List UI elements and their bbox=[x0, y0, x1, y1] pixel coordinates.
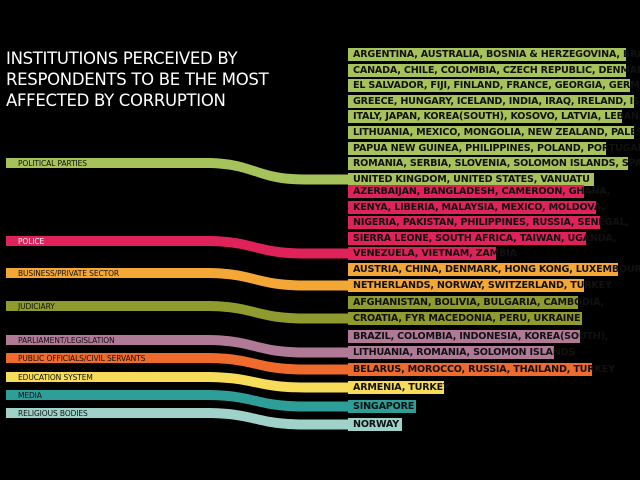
country-line-political-parties: GREECE, HUNGARY, ICELAND, INDIA, IRAQ, I… bbox=[348, 95, 640, 108]
institution-label-police: POLICE bbox=[6, 236, 186, 246]
flow-band-education-system bbox=[172, 372, 350, 393]
country-line-political-parties: ARGENTINA, AUSTRALIA, BOSNIA & HERZEGOVI… bbox=[348, 48, 640, 61]
flow-band-business-private-sector bbox=[172, 268, 350, 291]
diagram-title: INSTITUTIONS PERCEIVED BY RESPONDENTS TO… bbox=[6, 48, 306, 111]
country-line-judiciary: AFGHANISTAN, BOLIVIA, BULGARIA, CAMBODIA… bbox=[348, 296, 604, 309]
country-line-political-parties: ROMANIA, SERBIA, SLOVENIA, SOLOMON ISLAN… bbox=[348, 157, 640, 170]
country-line-political-parties: CANADA, CHILE, COLOMBIA, CZECH REPUBLIC,… bbox=[348, 64, 640, 77]
institution-label-parliament-legislation: PARLIAMENT/LEGISLATION bbox=[6, 335, 186, 345]
country-line-political-parties: EL SALVADOR, FIJI, FINLAND, FRANCE, GEOR… bbox=[348, 79, 640, 92]
title-line: INSTITUTIONS PERCEIVED BY bbox=[6, 49, 238, 68]
country-line-parliament-legislation: LITHUANIA, ROMANIA, SOLOMON ISLANDS bbox=[348, 346, 575, 359]
institution-label-religious-bodies: RELIGIOUS BODIES bbox=[6, 408, 186, 418]
flow-band-political-parties bbox=[172, 158, 350, 185]
flow-band-religious-bodies bbox=[172, 408, 350, 430]
title-line: AFFECTED BY CORRUPTION bbox=[6, 91, 226, 110]
country-line-political-parties: UNITED KINGDOM, UNITED STATES, VANUATU bbox=[348, 173, 594, 186]
institution-label-education-system: EDUCATION SYSTEM bbox=[6, 372, 186, 382]
institution-label-business-private-sector: BUSINESS/PRIVATE SECTOR bbox=[6, 268, 186, 278]
country-line-media: SINGAPORE bbox=[348, 400, 416, 413]
country-line-police: AZERBAIJAN, BANGLADESH, CAMEROON, GHANA, bbox=[348, 185, 610, 198]
flow-bands bbox=[172, 158, 350, 430]
country-line-parliament-legislation: BRAZIL, COLOMBIA, INDONESIA, KOREA(SOUTH… bbox=[348, 330, 608, 343]
country-line-business-private-sector: AUSTRIA, CHINA, DENMARK, HONG KONG, LUXE… bbox=[348, 263, 640, 276]
country-line-education-system: ARMENIA, TURKEY bbox=[348, 381, 450, 394]
flow-band-public-officials-civil-servants bbox=[172, 353, 350, 375]
country-line-political-parties: ITALY, JAPAN, KOREA(SOUTH), KOSOVO, LATV… bbox=[348, 110, 640, 123]
country-line-public-officials-civil-servants: BELARUS, MOROCCO, RUSSIA, THAILAND, TURK… bbox=[348, 363, 615, 376]
flow-band-police bbox=[172, 236, 350, 259]
country-line-judiciary: CROATIA, FYR MACEDONIA, PERU, UKRAINE bbox=[348, 312, 582, 325]
institution-label-media: MEDIA bbox=[6, 390, 186, 400]
country-line-police: NIGERIA, PAKISTAN, PHILIPPINES, RUSSIA, … bbox=[348, 216, 629, 229]
country-line-business-private-sector: NETHERLANDS, NORWAY, SWITZERLAND, TURKEY bbox=[348, 279, 612, 292]
country-line-police: VENEZUELA, VIETNAM, ZAMBIA bbox=[348, 247, 517, 260]
country-line-political-parties: LITHUANIA, MEXICO, MONGOLIA, NEW ZEALAND… bbox=[348, 126, 640, 139]
institution-label-public-officials-civil-servants: PUBLIC OFFICIALS/CIVIL SERVANTS bbox=[6, 353, 186, 363]
country-line-religious-bodies: NORWAY bbox=[348, 418, 402, 431]
country-line-police: KENYA, LIBERIA, MALAYSIA, MEXICO, MOLDOV… bbox=[348, 201, 605, 214]
country-line-political-parties: PAPUA NEW GUINEA, PHILIPPINES, POLAND, P… bbox=[348, 142, 640, 155]
flow-band-parliament-legislation bbox=[172, 335, 350, 358]
institution-label-judiciary: JUDICIARY bbox=[6, 301, 186, 311]
institution-label-political-parties: POLITICAL PARTIES bbox=[6, 158, 186, 168]
flow-band-media bbox=[172, 390, 350, 412]
title-line: RESPONDENTS TO BE THE MOST bbox=[6, 70, 269, 89]
flow-band-judiciary bbox=[172, 301, 350, 324]
country-line-police: SIERRA LEONE, SOUTH AFRICA, TAIWAN, UGAN… bbox=[348, 232, 617, 245]
